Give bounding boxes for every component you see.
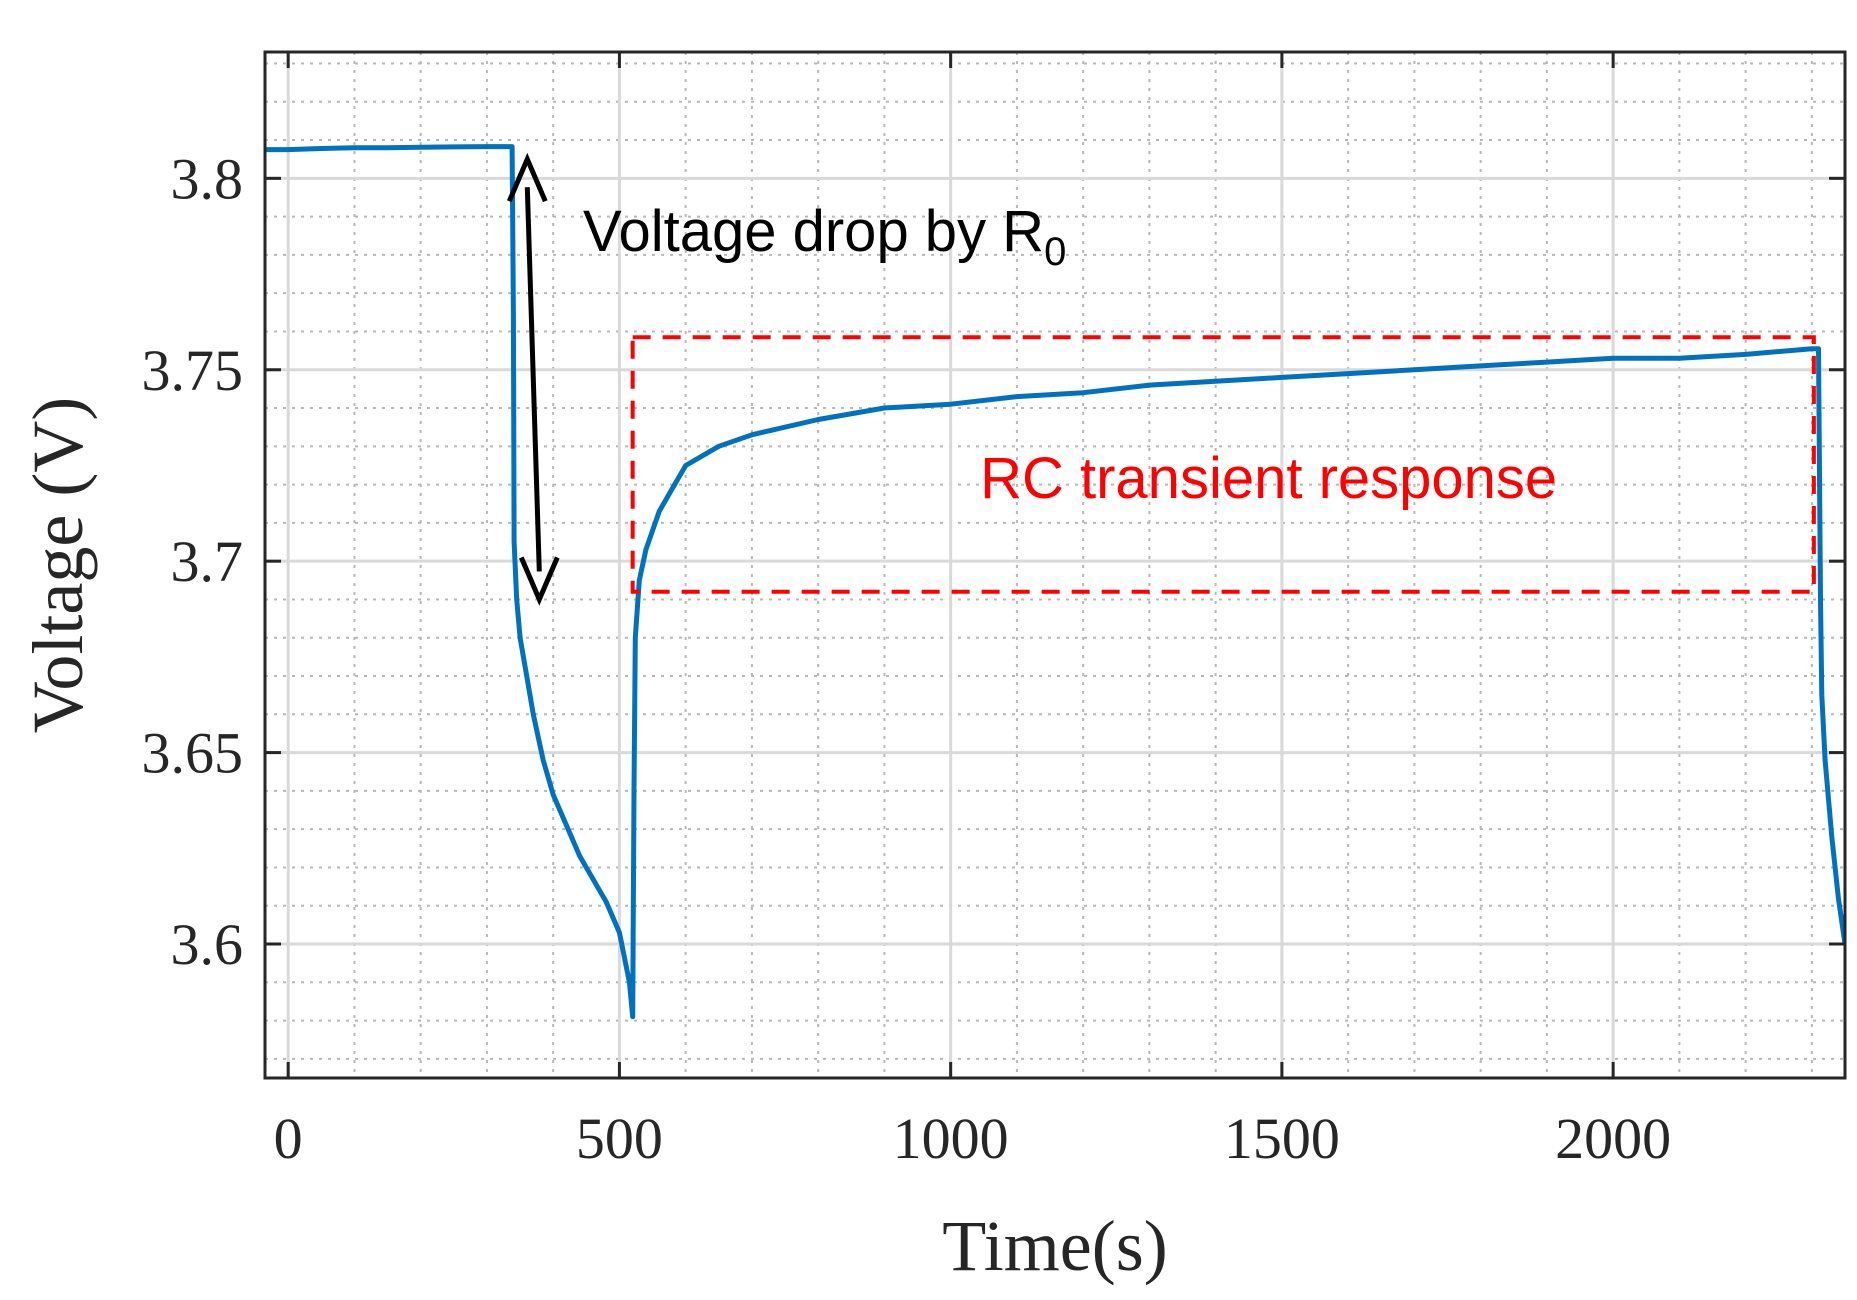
x-tick-label: 1000 [893,1106,1009,1171]
y-axis-label: Voltage (V) [18,397,98,734]
series-layer [265,144,1845,1020]
y-tick-label: 3.7 [171,529,244,594]
arrow-head-up-icon [507,152,548,203]
arrow-head-down-icon [519,556,560,606]
x-tick-label: 2000 [1555,1106,1671,1171]
annotation-layer: Voltage drop by R0 RC transient response [507,152,1816,606]
voltage-drop-arrow-shaft [524,187,542,572]
major-grid [265,52,1845,1078]
plot-frame [263,50,1847,1080]
y-tick-label: 3.75 [142,338,244,403]
rc-transient-box [630,335,1816,594]
y-tick-label: 3.65 [142,721,244,786]
tick-marks [265,52,1845,1078]
x-tick-label: 500 [576,1106,663,1171]
tick-labels: 0 500 1000 1500 2000 3.6 3.65 3.7 3.75 3.8 [142,146,1672,1171]
x-tick-label: 0 [274,1106,303,1171]
y-tick-label: 3.8 [171,146,244,211]
voltage-drop-annotation: Voltage drop by R0 [583,199,1066,274]
y-tick-label: 3.6 [171,912,244,977]
x-tick-label: 1500 [1224,1106,1340,1171]
rc-transient-label: RC transient response [980,446,1557,511]
voltage-drop-text: Voltage drop by R [583,199,1044,264]
voltage-drop-subscript: 0 [1044,230,1066,274]
voltage-series-line [265,144,1845,1020]
minor-grid [265,52,1845,1078]
x-axis-label: Time(s) [942,1206,1167,1286]
